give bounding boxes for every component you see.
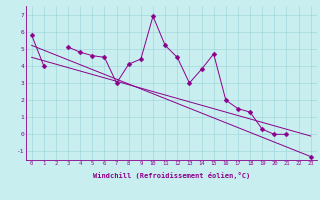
X-axis label: Windchill (Refroidissement éolien,°C): Windchill (Refroidissement éolien,°C) [92, 172, 250, 179]
